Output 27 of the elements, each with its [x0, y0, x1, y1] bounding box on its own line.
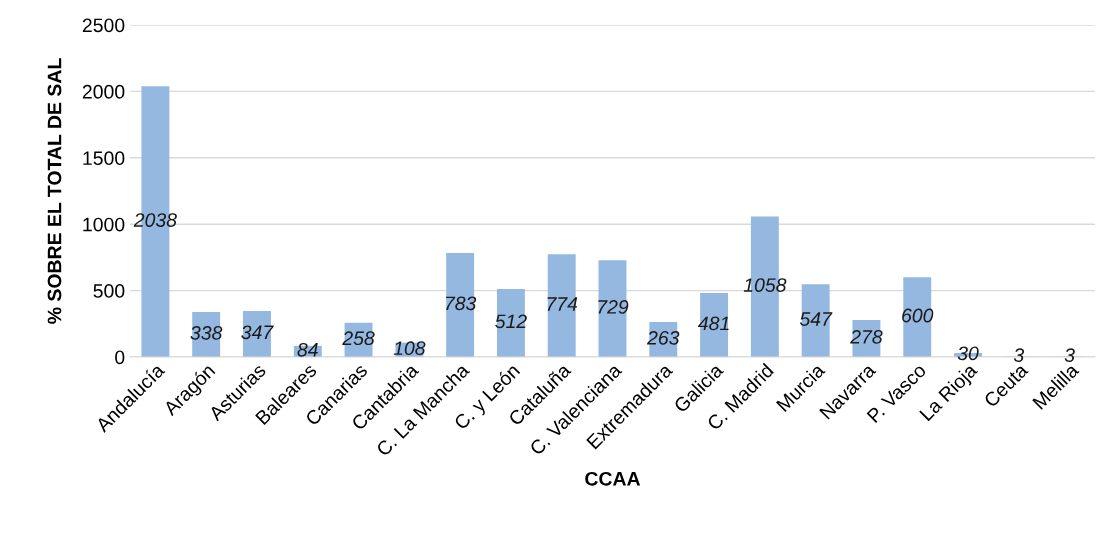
data-label: 774: [547, 297, 578, 311]
data-label: 729: [598, 300, 629, 314]
y-tick-label: 1500: [83, 151, 125, 166]
data-label: 1058: [743, 278, 787, 292]
data-label: 783: [445, 296, 477, 311]
y-tick-label: 1000: [83, 217, 125, 232]
data-label: 3: [1013, 348, 1025, 363]
data-label: 263: [646, 330, 680, 345]
data-label: 338: [190, 326, 223, 340]
y-axis-title: % SOBRE EL TOTAL DE SAL: [47, 58, 62, 324]
data-label: 547: [799, 312, 833, 326]
y-tick-label: 2000: [82, 84, 125, 99]
data-label: 30: [957, 346, 979, 361]
data-label: 512: [495, 314, 527, 329]
y-tick-label: 0: [115, 350, 125, 365]
y-tick-label: 500: [93, 284, 125, 298]
data-label: 2038: [133, 213, 177, 227]
data-label: 600: [902, 308, 934, 323]
y-tick-label: 2500: [82, 18, 125, 33]
data-label: 347: [241, 325, 274, 340]
data-label: 278: [850, 329, 883, 344]
data-label: 3: [1064, 348, 1075, 363]
data-label: 258: [342, 331, 375, 346]
x-axis-title: CCAA: [585, 471, 641, 486]
data-label: 108: [393, 341, 426, 356]
data-label: 84: [297, 342, 318, 357]
data-label: 481: [697, 316, 729, 331]
